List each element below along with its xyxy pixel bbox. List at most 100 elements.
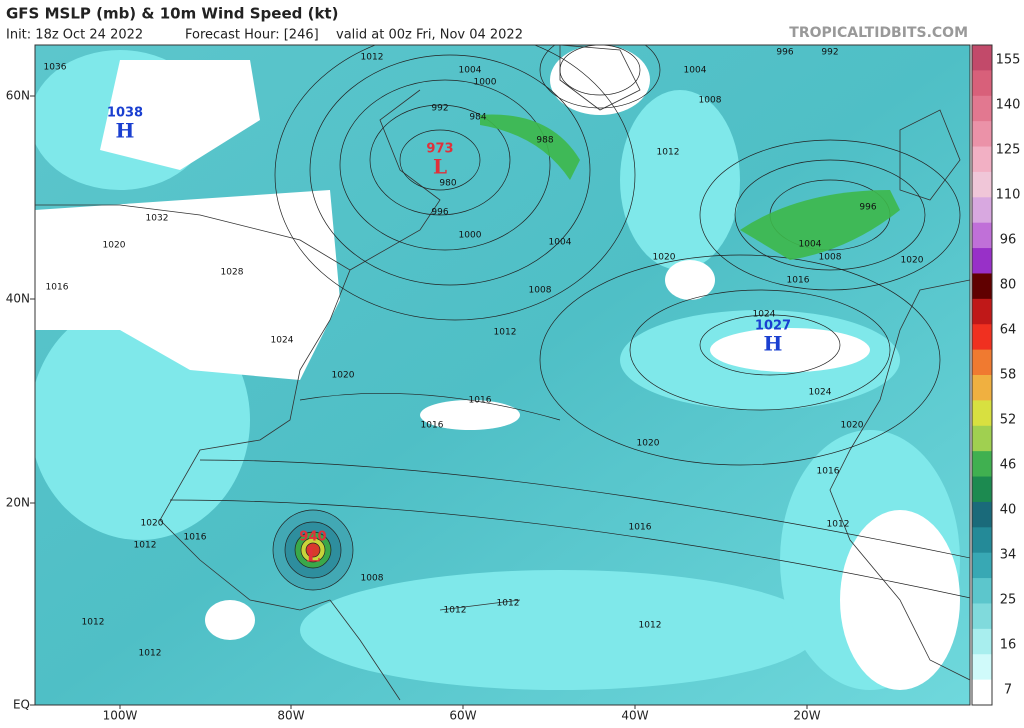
lon-label: 40W [621, 709, 648, 723]
isobar-label: 1024 [809, 388, 832, 398]
colorbar-label: 140 [996, 98, 1021, 113]
colorbar-segment [972, 248, 992, 274]
isobar-label: 1008 [819, 253, 842, 263]
pressure-symbol: H [116, 119, 135, 143]
isobar-label: 1012 [444, 606, 467, 616]
isobar-label: 1020 [103, 241, 126, 251]
colorbar-segment [972, 527, 992, 554]
isobar-label: 1012 [134, 541, 157, 551]
colorbar-segment [972, 501, 992, 528]
lon-label: 60W [449, 709, 476, 723]
colorbar-label: 46 [1000, 458, 1017, 473]
colorbar-segment [972, 349, 992, 376]
colorbar-segment [972, 95, 992, 122]
lon-label: 100W [103, 709, 138, 723]
colorbar-segment [972, 298, 992, 325]
lat-label: 60N [6, 89, 30, 103]
isobar-label: 1016 [46, 283, 69, 293]
isobar-label: 1012 [494, 328, 517, 338]
colorbar-segment [972, 578, 992, 604]
forecast-hour: Forecast Hour: [246] [185, 28, 319, 43]
colorbar-segment [972, 197, 992, 224]
colorbar-segment [972, 375, 992, 401]
pressure-value: 940 [299, 530, 326, 545]
pressure-symbol: L [306, 543, 320, 567]
pressure-value: 1038 [107, 106, 143, 121]
colorbar-label: 34 [1000, 548, 1017, 563]
isobar-label: 1016 [184, 533, 207, 543]
isobar-label: 1012 [657, 148, 680, 158]
isobar-label: 1024 [271, 336, 294, 346]
colorbar-label: 110 [996, 188, 1021, 203]
isobar-label: 1016 [469, 396, 492, 406]
isobar-label: 1020 [141, 519, 164, 529]
isobar-label: 1000 [459, 231, 482, 241]
colorbar-segment [972, 70, 992, 97]
isobar-label: 1016 [787, 276, 810, 286]
colorbar-label: 7 [1004, 683, 1012, 698]
colorbar-segment [972, 146, 992, 173]
colorbar-segment [972, 603, 992, 630]
colorbar-segment [972, 451, 992, 478]
pressure-symbol: L [433, 155, 447, 179]
pressure-value: 973 [426, 142, 453, 157]
isobar-label: 984 [469, 113, 486, 123]
colorbar-segment [972, 324, 992, 351]
gale-areas [480, 114, 900, 260]
isobar-label: 1008 [361, 574, 384, 584]
isobar-label: 988 [536, 136, 553, 146]
isobar-label: 1012 [827, 520, 850, 530]
isobar-label: 1016 [421, 421, 444, 431]
isobar-label: 1008 [699, 96, 722, 106]
isobar-label: 996 [859, 203, 876, 213]
isobar-label: 1000 [474, 78, 497, 88]
isobar-label: 992 [821, 48, 838, 58]
colorbar-label: 64 [1000, 323, 1017, 338]
colorbar-label: 80 [1000, 278, 1017, 293]
map-frame [34, 44, 971, 706]
colorbar-frame [971, 44, 993, 706]
colorbar-segment [972, 222, 992, 249]
colorbar-label: 96 [1000, 233, 1017, 248]
isobar-label: 1012 [361, 53, 384, 63]
colorbar-segment [972, 425, 992, 452]
isobar-label: 1008 [529, 286, 552, 296]
title: GFS MSLP (mb) & 10m Wind Speed (kt) [6, 5, 338, 23]
isobar-label: 1024 [753, 310, 776, 320]
isobar-label: 1012 [82, 618, 105, 628]
colorbar-label: 40 [1000, 503, 1017, 518]
pressure-symbol: H [764, 332, 783, 356]
isobar-label: 1020 [637, 439, 660, 449]
valid-time: valid at 00z Fri, Nov 04 2022 [336, 28, 523, 43]
colorbar-label: 16 [1000, 638, 1017, 653]
isobar-label: 996 [431, 208, 448, 218]
colorbar-segment [972, 476, 992, 503]
isobar-label: 1004 [684, 66, 707, 76]
isobar-label: 1020 [332, 371, 355, 381]
isobar-label: 1020 [653, 253, 676, 263]
isobar-label: 1020 [901, 256, 924, 266]
lon-label: 20W [793, 709, 820, 723]
pressure-value: 1027 [755, 319, 791, 334]
colorbar-segment [972, 45, 992, 71]
colorbar-segment [972, 628, 992, 655]
colorbar-label: 125 [996, 143, 1021, 158]
colorbar-segment [972, 171, 992, 198]
isobar-label: 1016 [629, 523, 652, 533]
lat-label: EQ [13, 698, 30, 712]
isobar-label: 1032 [146, 214, 169, 224]
map: 1036 1012 1004 1000 992 984 988 980 996 1000 1004 1… [35, 45, 970, 705]
colorbar-label: 58 [1000, 368, 1017, 383]
lat-label: 40N [6, 292, 30, 306]
isobar-label: 1028 [221, 268, 244, 278]
colorbar-label: 52 [1000, 413, 1017, 428]
colorbar-segment [972, 121, 992, 148]
isobar-label: 980 [439, 179, 456, 189]
colorbar-segment [972, 400, 992, 427]
isobar-label: 996 [776, 48, 793, 58]
isobar-label: 1020 [841, 421, 864, 431]
isobar-label: 1012 [497, 599, 520, 609]
lon-label: 80W [277, 709, 304, 723]
colorbar-segment [972, 273, 992, 300]
